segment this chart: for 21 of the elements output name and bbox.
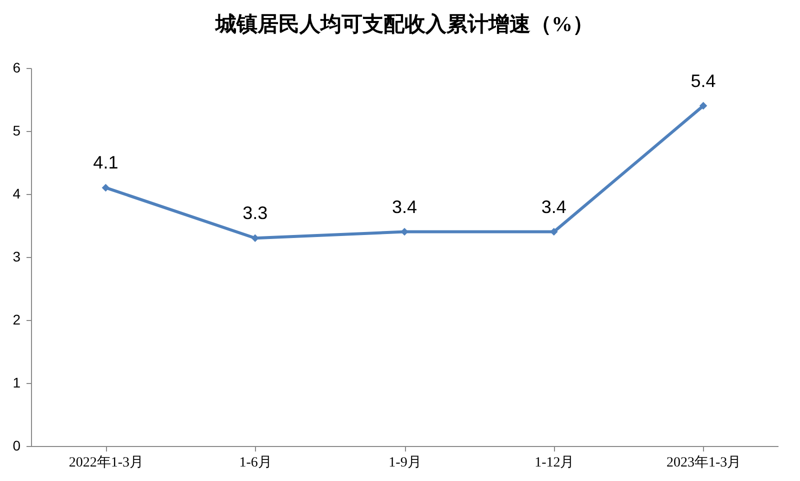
data-label: 4.1 — [93, 152, 118, 173]
x-tick-label: 2023年1-3月 — [666, 454, 742, 470]
y-tick-label: 6 — [12, 60, 21, 76]
x-tick-label: 1-12月 — [534, 456, 574, 470]
data-label: 3.4 — [541, 196, 566, 217]
point — [102, 184, 110, 192]
data-label: 3.4 — [392, 196, 418, 217]
point — [699, 102, 708, 110]
data-label: 5.4 — [690, 70, 716, 91]
x-tick-label: 2022年1-3月 — [68, 454, 144, 470]
y-tick-label: 3 — [12, 248, 21, 264]
y-tick-label: 0 — [12, 438, 21, 454]
x-tick-label: 1-6月 — [239, 456, 272, 470]
chart-title: 城镇居民人均可支配收入累计增速（%） — [214, 12, 594, 36]
point — [550, 228, 558, 236]
data-label: 3.3 — [242, 203, 268, 224]
x-tick-label: 1-9月 — [388, 456, 422, 470]
y-tick-label: 5 — [12, 122, 21, 138]
y-tick-label: 1 — [12, 374, 21, 390]
y-tick-label: 4 — [12, 186, 21, 202]
y-tick-label: 2 — [12, 312, 21, 328]
